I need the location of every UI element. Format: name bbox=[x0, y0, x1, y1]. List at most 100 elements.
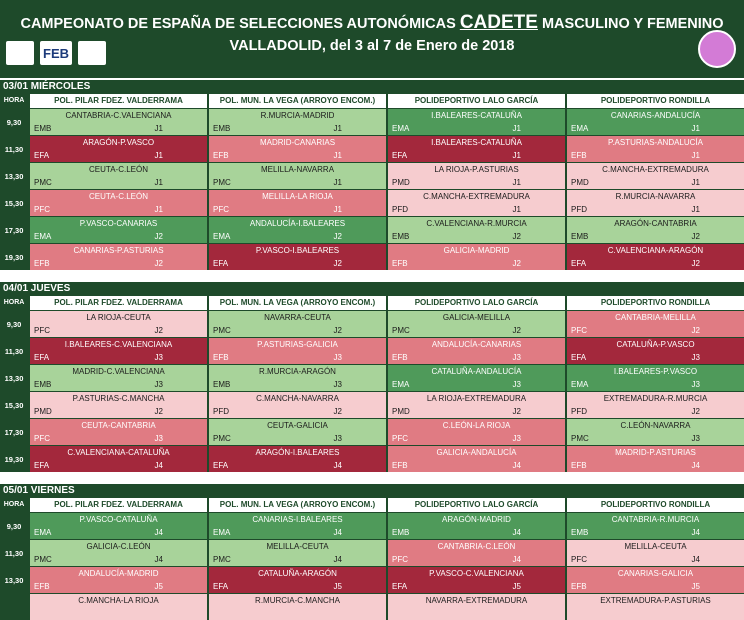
match-teams: I.BALEARES-P.VASCO bbox=[613, 367, 698, 376]
page-header: CAMPEONATO DE ESPAÑA DE SELECCIONES AUTO… bbox=[0, 0, 744, 78]
match-cell: I.BALEARES-C.VALENCIANA EFA J3 bbox=[30, 338, 207, 364]
matchday-label: J3 bbox=[154, 380, 163, 389]
matchday-label: J5 bbox=[512, 582, 521, 591]
match-cell: CANARIAS-ANDALUCÍA EMA J1 bbox=[567, 109, 744, 135]
matchday-label: J2 bbox=[154, 326, 163, 335]
csd-logo bbox=[6, 41, 34, 65]
day-block: 03/01 MIÉRCOLES HORA POL. PILAR FDEZ. VALD… bbox=[0, 80, 744, 270]
matchday-label: J2 bbox=[512, 232, 521, 241]
time-label: 11,30 bbox=[4, 346, 24, 356]
match-cell: CATALUÑA-P.VASCO EFA J3 bbox=[567, 338, 744, 364]
match-teams: C.VALENCIANA-CATALUÑA bbox=[67, 448, 170, 457]
matchday-label: J1 bbox=[512, 178, 521, 187]
matchday-label: J1 bbox=[154, 151, 163, 160]
match-teams: LA RIOJA-P.ASTURIAS bbox=[434, 165, 519, 174]
group-code: PFC bbox=[34, 434, 50, 443]
match-teams: R.MURCIA-NAVARRA bbox=[615, 192, 696, 201]
match-teams: GALICIA-MELILLA bbox=[442, 313, 511, 322]
match-cell: ANDALUCÍA-I.BALEARES EMA J2 bbox=[209, 217, 386, 243]
group-code: EMA bbox=[213, 232, 231, 241]
group-code: EFA bbox=[34, 461, 50, 470]
match-teams: CATALUÑA-ANDALUCÍA bbox=[431, 367, 522, 376]
match-teams: MELILLA-NAVARRA bbox=[260, 165, 335, 174]
matchday-label: J2 bbox=[691, 259, 700, 268]
group-code: PFC bbox=[213, 205, 229, 214]
match-teams: P.VASCO-C.VALENCIANA bbox=[429, 569, 524, 578]
group-code: EMA bbox=[392, 380, 410, 389]
time-label: 11,30 bbox=[4, 548, 24, 558]
group-code: PMC bbox=[34, 178, 52, 187]
time-label: 15,30 bbox=[4, 198, 24, 208]
match-cell: GALICIA-MADRID EFB J2 bbox=[388, 244, 565, 270]
match-cell: ARAGÓN-CANTABRIA EMB J2 bbox=[567, 217, 744, 243]
hora-header: HORA bbox=[3, 501, 25, 508]
match-cell: R.MURCIA-C.MANCHA bbox=[209, 594, 386, 620]
time-slot-row: 11,30 ARAGÓN-P.VASCO EFA J1 MADRID-CANARIAS E… bbox=[0, 135, 744, 162]
group-code: EFA bbox=[213, 259, 229, 268]
group-code: EMB bbox=[392, 528, 410, 537]
time-label: 19,30 bbox=[4, 252, 24, 262]
group-code: EMA bbox=[571, 124, 589, 133]
match-teams: CANARIAS-ANDALUCÍA bbox=[610, 111, 701, 120]
group-code: EMB bbox=[213, 124, 231, 133]
title-prefix: CAMPEONATO DE ESPAÑA DE SELECCIONES AUTO… bbox=[20, 16, 460, 32]
match-teams: I.BALEARES-C.VALENCIANA bbox=[64, 340, 173, 349]
group-code: PMC bbox=[213, 434, 231, 443]
event-logo bbox=[698, 30, 736, 68]
match-teams: C.VALENCIANA-R.MURCIA bbox=[426, 219, 527, 228]
match-teams: CANARIAS-I.BALEARES bbox=[252, 515, 343, 524]
match-cell: C.LEÓN-NAVARRA PMC J3 bbox=[567, 419, 744, 445]
column-header-row: HORA POL. PILAR FDEZ. VALDERRAMA POL. MUN.… bbox=[0, 498, 744, 512]
match-cell: P.ASTURIAS-GALICIA EFB J3 bbox=[209, 338, 386, 364]
matchday-label: J3 bbox=[691, 434, 700, 443]
group-code: EMB bbox=[34, 124, 52, 133]
match-cell: CANARIAS-I.BALEARES EMA J4 bbox=[209, 513, 386, 539]
match-cell: LA RIOJA-CEUTA PFC J2 bbox=[30, 311, 207, 337]
match-teams: MELILLA-LA RIOJA bbox=[262, 192, 333, 201]
time-slot-row: 9,30 LA RIOJA-CEUTA PFC J2 NAVARRA-CEUTA PMC J… bbox=[0, 310, 744, 337]
venue-header: POL. PILAR FDEZ. VALDERRAMA bbox=[30, 296, 207, 310]
matchday-label: J4 bbox=[154, 528, 163, 537]
column-header-row: HORA POL. PILAR FDEZ. VALDERRAMA POL. MUN.… bbox=[0, 94, 744, 108]
hora-header: HORA bbox=[3, 299, 25, 306]
matchday-label: J1 bbox=[333, 178, 342, 187]
matchday-label: J1 bbox=[154, 205, 163, 214]
hora-header: HORA bbox=[3, 97, 25, 104]
group-code: EMB bbox=[34, 380, 52, 389]
match-teams: CATALUÑA-P.VASCO bbox=[616, 340, 695, 349]
match-cell: NAVARRA-CEUTA PMC J2 bbox=[209, 311, 386, 337]
match-teams: CANTABRIA-C.LEÓN bbox=[437, 542, 516, 551]
group-code: EMB bbox=[571, 528, 589, 537]
time-slot-row: 11,30 I.BALEARES-C.VALENCIANA EFA J3 P.ASTUR… bbox=[0, 337, 744, 364]
match-cell: CANTABRIA-C.LEÓN PFC J4 bbox=[388, 540, 565, 566]
matchday-label: J4 bbox=[512, 461, 521, 470]
match-cell: P.ASTURIAS-ANDALUCÍA EFB J1 bbox=[567, 136, 744, 162]
group-code: EFA bbox=[34, 151, 50, 160]
matchday-label: J3 bbox=[512, 380, 521, 389]
match-cell: CEUTA-GALICIA PMC J3 bbox=[209, 419, 386, 445]
matchday-label: J2 bbox=[154, 259, 163, 268]
matchday-label: J3 bbox=[333, 434, 342, 443]
match-cell: MELILLA-NAVARRA PMC J1 bbox=[209, 163, 386, 189]
match-cell: CATALUÑA-ANDALUCÍA EMA J3 bbox=[388, 365, 565, 391]
match-cell: C.VALENCIANA-CATALUÑA EFA J4 bbox=[30, 446, 207, 472]
match-teams: P.VASCO-CANARIAS bbox=[79, 219, 158, 228]
matchday-label: J4 bbox=[691, 528, 700, 537]
matchday-label: J2 bbox=[333, 259, 342, 268]
group-code: PFD bbox=[571, 205, 587, 214]
match-cell: I.BALEARES-P.VASCO EMA J3 bbox=[567, 365, 744, 391]
group-code: EFB bbox=[34, 259, 50, 268]
match-cell: ARAGÓN-I.BALEARES EFA J4 bbox=[209, 446, 386, 472]
time-slot-row: 9,30 P.VASCO-CATALUÑA EMA J4 CANARIAS-I.BALE… bbox=[0, 512, 744, 539]
group-code: EFA bbox=[34, 353, 50, 362]
venue-header: POLIDEPORTIVO LALO GARCÍA bbox=[388, 94, 565, 108]
venue-header: POLIDEPORTIVO RONDILLA bbox=[567, 94, 744, 108]
match-cell: CANARIAS-P.ASTURIAS EFB J2 bbox=[30, 244, 207, 270]
matchday-label: J4 bbox=[333, 461, 342, 470]
match-teams: CEUTA-GALICIA bbox=[267, 421, 328, 430]
group-code: EFB bbox=[571, 582, 587, 591]
matchday-label: J2 bbox=[691, 407, 700, 416]
group-code: EMB bbox=[392, 232, 410, 241]
group-code: EMA bbox=[571, 380, 589, 389]
column-header-row: HORA POL. PILAR FDEZ. VALDERRAMA POL. MUN.… bbox=[0, 296, 744, 310]
